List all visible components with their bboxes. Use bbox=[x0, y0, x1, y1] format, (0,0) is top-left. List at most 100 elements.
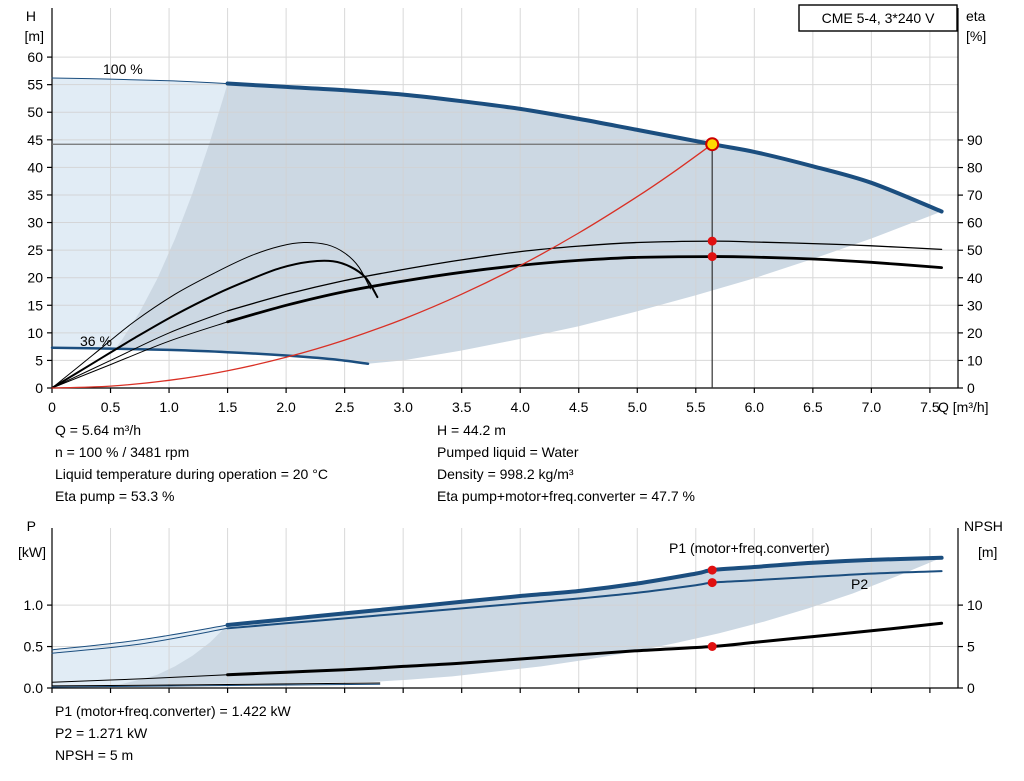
p1-low-flow-segment bbox=[51, 624, 229, 651]
svg-text:0: 0 bbox=[35, 380, 43, 396]
eta-pump-low-flow-segment bbox=[51, 310, 229, 389]
power-results: P1 (motor+freq.converter) = 1.422 kW P2 … bbox=[55, 700, 291, 766]
svg-text:0.0: 0.0 bbox=[24, 680, 44, 696]
npsh-low-flow-segment bbox=[51, 674, 229, 683]
eta-total-curve bbox=[226, 255, 943, 324]
svg-text:5: 5 bbox=[35, 352, 43, 368]
svg-text:40: 40 bbox=[27, 159, 43, 175]
result-p2: P2 = 1.271 kW bbox=[55, 725, 148, 741]
result-pumped-liquid: Pumped liquid = Water bbox=[437, 444, 579, 460]
svg-text:10: 10 bbox=[967, 597, 983, 613]
qh-eta-chart-low-flow-region bbox=[52, 78, 228, 349]
svg-text:1.0: 1.0 bbox=[159, 399, 179, 415]
eta-total-low-flow-segment bbox=[51, 321, 229, 389]
p1-curve-label: P1 (motor+freq.converter) bbox=[669, 540, 830, 556]
svg-text:0: 0 bbox=[967, 680, 975, 696]
p2-curve-label: P2 bbox=[851, 576, 868, 592]
eta-pump-point bbox=[707, 236, 717, 246]
p1-curve bbox=[225, 555, 944, 627]
p2-point bbox=[707, 578, 717, 588]
p-axis-unit: [kW] bbox=[18, 544, 46, 560]
qh-eta-chart-operating-envelope bbox=[52, 78, 942, 364]
svg-text:4.5: 4.5 bbox=[569, 399, 589, 415]
svg-text:2.5: 2.5 bbox=[335, 399, 355, 415]
eta-axis-title: eta bbox=[966, 8, 986, 24]
svg-text:6.5: 6.5 bbox=[803, 399, 823, 415]
result-speed: n = 100 % / 3481 rpm bbox=[55, 444, 190, 460]
svg-text:10: 10 bbox=[27, 325, 43, 341]
svg-text:40: 40 bbox=[967, 270, 983, 286]
svg-text:60: 60 bbox=[967, 215, 983, 231]
svg-text:5.0: 5.0 bbox=[628, 399, 648, 415]
tick-labels: 0 0.5 1.0 1.5 2.0 2.5 3.0 3.5 4.0 4.5 5.0 5.5 6.0 6.5… bbox=[27, 49, 982, 415]
svg-text:25: 25 bbox=[27, 242, 43, 258]
h-axis-unit: [m] bbox=[25, 28, 44, 44]
pump-model-label: CME 5-4, 3*240 V bbox=[822, 10, 935, 26]
npsh-axis-unit: [m] bbox=[978, 544, 997, 560]
svg-text:60: 60 bbox=[27, 49, 43, 65]
svg-text:30: 30 bbox=[967, 297, 983, 313]
npsh-curve bbox=[226, 621, 944, 677]
svg-text:55: 55 bbox=[27, 77, 43, 93]
speed-36-label: 36 % bbox=[80, 333, 112, 349]
tick-labels: 0.0 0.5 1.0 0 5 10 bbox=[24, 597, 983, 696]
result-liquid-temperature: Liquid temperature during operation = 20… bbox=[55, 466, 328, 482]
svg-text:7.0: 7.0 bbox=[862, 399, 882, 415]
result-eta-total: Eta pump+motor+freq.converter = 47.7 % bbox=[437, 488, 695, 504]
speed-100-label: 100 % bbox=[103, 61, 143, 77]
duty-point-marker[interactable] bbox=[705, 137, 720, 152]
result-p1: P1 (motor+freq.converter) = 1.422 kW bbox=[55, 703, 291, 719]
svg-text:10: 10 bbox=[967, 352, 983, 368]
reduced-speed-power-line bbox=[51, 683, 381, 688]
svg-text:50: 50 bbox=[27, 104, 43, 120]
svg-text:90: 90 bbox=[967, 132, 983, 148]
svg-text:50: 50 bbox=[967, 242, 983, 258]
qh-curve-36 bbox=[50, 346, 370, 365]
power-npsh-chart-operating-envelope bbox=[52, 557, 942, 686]
gridlines bbox=[52, 8, 958, 388]
svg-text:0: 0 bbox=[967, 380, 975, 396]
result-npsh: NPSH = 5 m bbox=[55, 747, 134, 763]
reduced-speed-npsh-line bbox=[51, 682, 381, 687]
h-axis-title: H bbox=[26, 8, 36, 24]
result-eta-pump: Eta pump = 53.3 % bbox=[55, 488, 175, 504]
svg-text:0: 0 bbox=[48, 399, 56, 415]
speed-100-min-flow-segment bbox=[51, 77, 229, 85]
svg-text:30: 30 bbox=[27, 215, 43, 231]
power-npsh-chart: 0.0 0.5 1.0 0 5 10 bbox=[24, 528, 983, 696]
svg-text:3.0: 3.0 bbox=[393, 399, 413, 415]
svg-text:35: 35 bbox=[27, 187, 43, 203]
svg-text:7.5: 7.5 bbox=[920, 399, 940, 415]
svg-text:80: 80 bbox=[967, 160, 983, 176]
result-h: H = 44.2 m bbox=[437, 422, 506, 438]
result-density: Density = 998.2 kg/m³ bbox=[437, 466, 574, 482]
svg-text:15: 15 bbox=[27, 297, 43, 313]
eta-pump-reduced-speed-curve bbox=[51, 241, 371, 389]
result-q: Q = 5.64 m³/h bbox=[55, 422, 141, 438]
npsh-point bbox=[707, 642, 717, 651]
pump-model-box bbox=[798, 4, 958, 32]
p2-low-flow-segment bbox=[51, 627, 229, 654]
axes bbox=[47, 528, 963, 693]
npsh-axis-title: NPSH bbox=[964, 518, 1003, 534]
system-curve bbox=[51, 143, 713, 389]
svg-text:1.0: 1.0 bbox=[24, 597, 44, 613]
svg-text:70: 70 bbox=[967, 187, 983, 203]
p2-curve bbox=[226, 570, 943, 630]
eta-axis-unit: [%] bbox=[966, 28, 986, 44]
eta-total-point bbox=[707, 252, 717, 262]
duty-results-left: Q = 5.64 m³/h n = 100 % / 3481 rpm Liqui… bbox=[55, 419, 328, 507]
svg-text:0.5: 0.5 bbox=[24, 639, 44, 655]
svg-text:6.0: 6.0 bbox=[745, 399, 765, 415]
svg-text:3.5: 3.5 bbox=[452, 399, 472, 415]
svg-text:45: 45 bbox=[27, 132, 43, 148]
qh-eta-chart: 0 0.5 1.0 1.5 2.0 2.5 3.0 3.5 4.0 4.5 5.0 5.5 6.0 6.5… bbox=[27, 8, 983, 415]
power-npsh-chart-low-flow-region bbox=[52, 625, 228, 686]
svg-text:5.5: 5.5 bbox=[686, 399, 706, 415]
eta-total-reduced-speed-curve bbox=[51, 259, 379, 389]
qh-curve-100 bbox=[225, 81, 944, 214]
p-axis-title: P bbox=[27, 518, 36, 534]
svg-text:4.0: 4.0 bbox=[510, 399, 530, 415]
svg-text:5: 5 bbox=[967, 639, 975, 655]
